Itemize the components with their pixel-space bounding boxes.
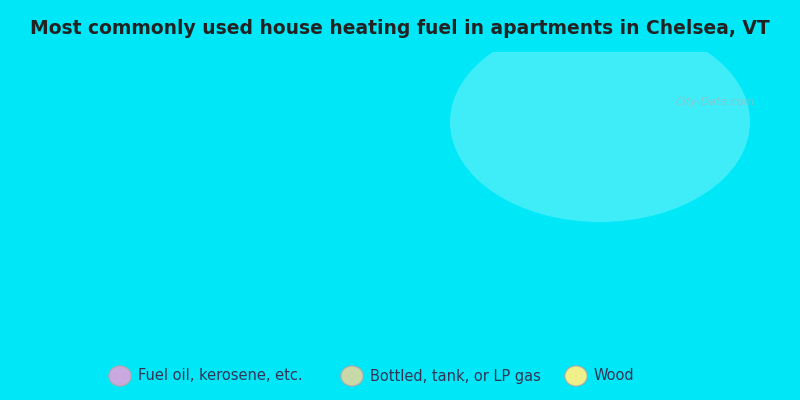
Text: Most commonly used house heating fuel in apartments in Chelsea, VT: Most commonly used house heating fuel in… [30, 19, 770, 38]
Text: City-Data.com: City-Data.com [675, 97, 755, 107]
Ellipse shape [341, 366, 363, 386]
Text: Fuel oil, kerosene, etc.: Fuel oil, kerosene, etc. [138, 368, 302, 384]
Ellipse shape [450, 22, 750, 222]
Text: Bottled, tank, or LP gas: Bottled, tank, or LP gas [370, 368, 541, 384]
Wedge shape [404, 0, 475, 34]
Wedge shape [165, 0, 390, 34]
Ellipse shape [109, 366, 131, 386]
Ellipse shape [565, 366, 587, 386]
Wedge shape [360, 0, 467, 7]
Text: Wood: Wood [594, 368, 634, 384]
